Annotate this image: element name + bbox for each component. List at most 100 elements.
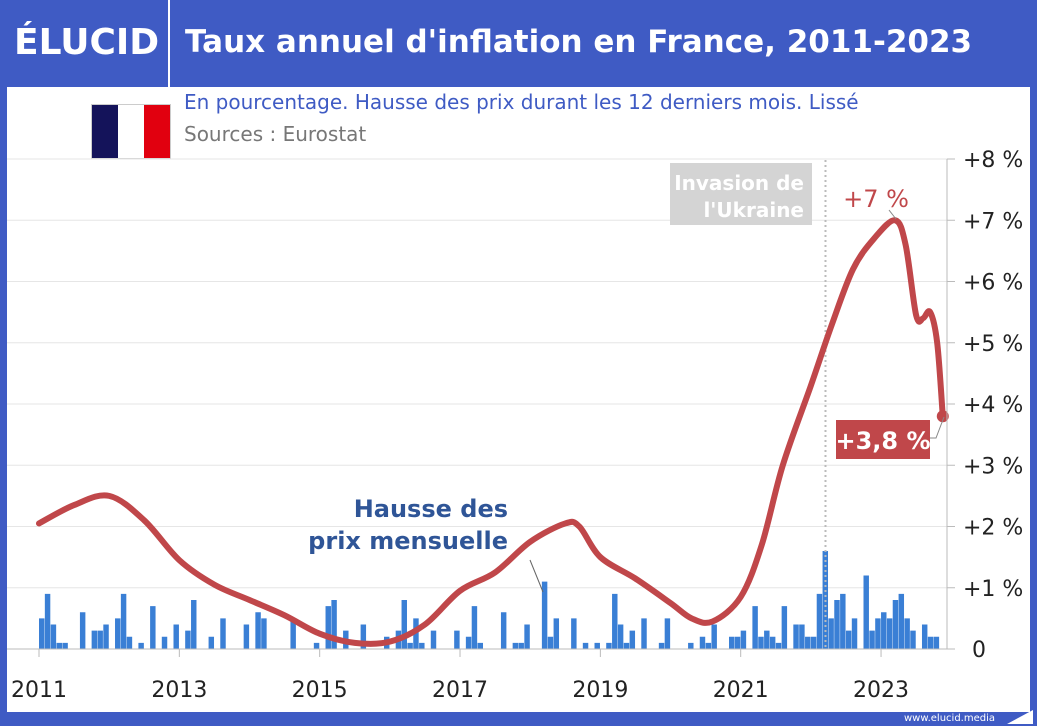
monthly-bar <box>834 600 840 649</box>
monthly-bar <box>360 624 367 649</box>
monthly-bar <box>430 630 437 649</box>
monthly-bar <box>699 636 706 649</box>
monthly-bar <box>758 636 764 649</box>
monthly-bar <box>161 636 168 649</box>
x-tick-label: 2021 <box>713 678 769 703</box>
monthly-bar <box>828 618 834 649</box>
chart-subtitle: En pourcentage. Hausse des prix durant l… <box>184 90 859 114</box>
monthly-bar <box>875 618 881 649</box>
y-tick-label: +3 % <box>963 454 1023 479</box>
monthly-bar <box>91 630 98 649</box>
monthly-bar <box>740 630 747 649</box>
monthly-bar <box>805 636 811 649</box>
last-value-label: +3,8 % <box>835 427 930 455</box>
monthly-bar <box>734 636 741 649</box>
monthly-bar <box>886 618 893 649</box>
bars-label-line1: Hausse des <box>354 495 508 523</box>
invasion-label-line2: l'Ukraine <box>703 198 804 222</box>
monthly-bar <box>518 642 524 649</box>
y-tick-label: +8 % <box>963 148 1023 173</box>
monthly-bar <box>658 642 665 649</box>
monthly-bar <box>220 618 226 649</box>
monthly-bar <box>331 600 337 649</box>
monthly-bar <box>419 642 425 649</box>
monthly-bar <box>775 642 782 649</box>
monthly-bar <box>553 618 560 649</box>
monthly-bar <box>39 618 45 649</box>
monthly-bar <box>138 642 144 649</box>
monthly-bar <box>255 612 261 649</box>
monthly-bar <box>150 606 156 649</box>
monthly-bar <box>612 593 618 649</box>
last-value-box <box>836 420 930 459</box>
monthly-bar <box>62 642 68 649</box>
axes: 0 +1 % +2 % +3 % +4 % +5 % +6 % +7 % +8 % 2011 201… <box>7 148 1023 703</box>
monthly-bar <box>208 636 215 649</box>
monthly-bar <box>705 642 712 649</box>
monthly-bar <box>173 624 179 649</box>
peak-label: +7 % <box>843 185 909 213</box>
y-tick-label: +2 % <box>963 516 1023 541</box>
x-tick-label: 2013 <box>151 678 207 703</box>
monthly-bar <box>325 606 331 649</box>
peak-leader <box>888 209 897 220</box>
monthly-bar <box>816 593 823 649</box>
chart-title: Taux annuel d'inflation en France, 2011-… <box>185 24 973 60</box>
chart-source: Sources : Eurostat <box>184 122 367 146</box>
monthly-bar <box>547 636 554 649</box>
monthly-bar <box>781 606 788 649</box>
monthly-bar <box>56 642 62 649</box>
monthly-bar <box>793 624 799 649</box>
y-tick-label: +4 % <box>963 393 1023 418</box>
monthly-bar <box>927 636 934 649</box>
monthly-bar <box>921 624 928 649</box>
monthly-bar <box>541 581 548 649</box>
monthly-bar <box>623 642 630 649</box>
monthly-bar <box>571 618 577 649</box>
monthly-bar <box>313 642 320 649</box>
monthly-bar <box>243 624 250 649</box>
inflation-line <box>36 217 946 647</box>
monthly-bar <box>729 636 735 649</box>
monthly-bar <box>711 624 717 649</box>
last-value-leader <box>930 416 945 439</box>
monthly-bar <box>810 636 817 649</box>
y-tick-label: 0 <box>972 638 986 663</box>
monthly-bar <box>477 642 484 649</box>
flag-white <box>118 105 144 158</box>
monthly-bar <box>465 636 472 649</box>
monthly-bar <box>500 612 507 649</box>
monthly-bar <box>881 612 887 649</box>
corner-decoration <box>1007 710 1033 724</box>
monthly-bar <box>845 630 852 649</box>
monthly-bar <box>664 618 671 649</box>
monthly-bar <box>512 642 519 649</box>
x-tick-label: 2011 <box>11 678 67 703</box>
monthly-bar <box>185 630 191 649</box>
flag-red <box>144 105 170 158</box>
monthly-bar <box>799 624 805 649</box>
x-tick-label: 2019 <box>572 678 628 703</box>
monthly-bar <box>904 618 910 649</box>
y-tick-label: +1 % <box>963 577 1023 602</box>
flag-blue <box>92 105 118 158</box>
y-tick-label: +6 % <box>963 271 1023 296</box>
bars-label-line2: prix mensuelle <box>308 527 508 555</box>
y-tick-label: +7 % <box>963 209 1023 234</box>
monthly-bar <box>407 642 413 649</box>
monthly-bar <box>290 618 296 649</box>
monthly-bar <box>79 612 86 649</box>
footer-url[interactable]: www.elucid.media <box>903 713 995 724</box>
monthly-bar <box>606 642 612 649</box>
monthly-bar <box>97 630 103 649</box>
monthly-bar <box>764 630 770 649</box>
invasion-label-line1: Invasion de <box>674 171 804 195</box>
monthly-bar <box>471 606 478 649</box>
header-divider <box>168 0 170 87</box>
monthly-bar <box>582 642 589 649</box>
monthly-bar <box>892 600 899 649</box>
monthly-bars <box>39 551 940 649</box>
monthly-bar <box>840 593 846 649</box>
x-tick-label: 2015 <box>292 678 348 703</box>
monthly-bar <box>261 618 267 649</box>
